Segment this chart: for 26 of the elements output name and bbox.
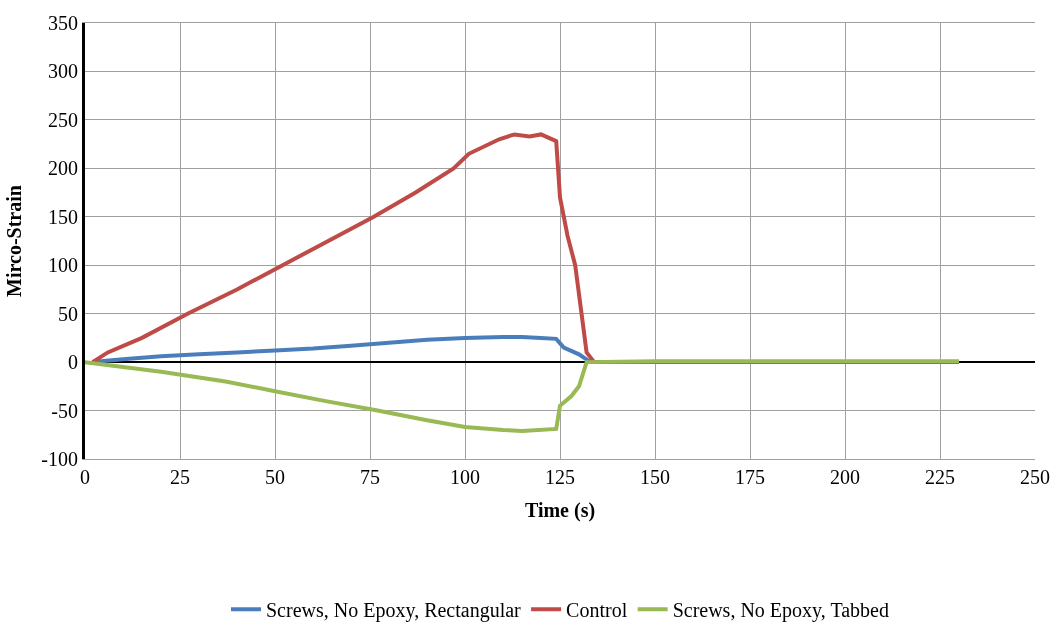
y-tick-label: 0 [68,351,78,374]
x-tick-label: 200 [830,466,860,488]
y-tick-label: 300 [48,60,78,83]
y-tick-label: 150 [48,205,78,228]
x-tick-label: 175 [735,466,765,488]
y-tick-label: 350 [48,12,78,34]
y-tick-label: -100 [41,448,78,470]
x-tick-label: 125 [545,466,575,488]
legend-label: Screws, No Epoxy, Rectangular [266,599,522,623]
x-tick-label: 150 [640,466,670,488]
x-tick-label: 225 [925,466,955,488]
y-tick-label: 250 [48,108,78,131]
y-tick-label: 50 [58,302,78,325]
y-tick-label: 200 [48,157,78,180]
x-tick-label: 75 [360,466,380,488]
y-axis-title: Mirco-Strain [2,185,25,297]
x-tick-label: 50 [265,466,285,488]
line-series [85,359,961,433]
x-tick-label: 250 [1020,466,1050,488]
legend-label: Control [566,599,628,622]
y-tick-label: 100 [48,254,78,277]
legend-label: Screws, No Epoxy, Tabbed [672,599,889,623]
x-axis-title: Time (s) [524,498,596,522]
x-tick-label: 25 [170,466,190,488]
x-tick-label: 100 [450,466,480,488]
y-tick-label: -50 [51,399,78,422]
